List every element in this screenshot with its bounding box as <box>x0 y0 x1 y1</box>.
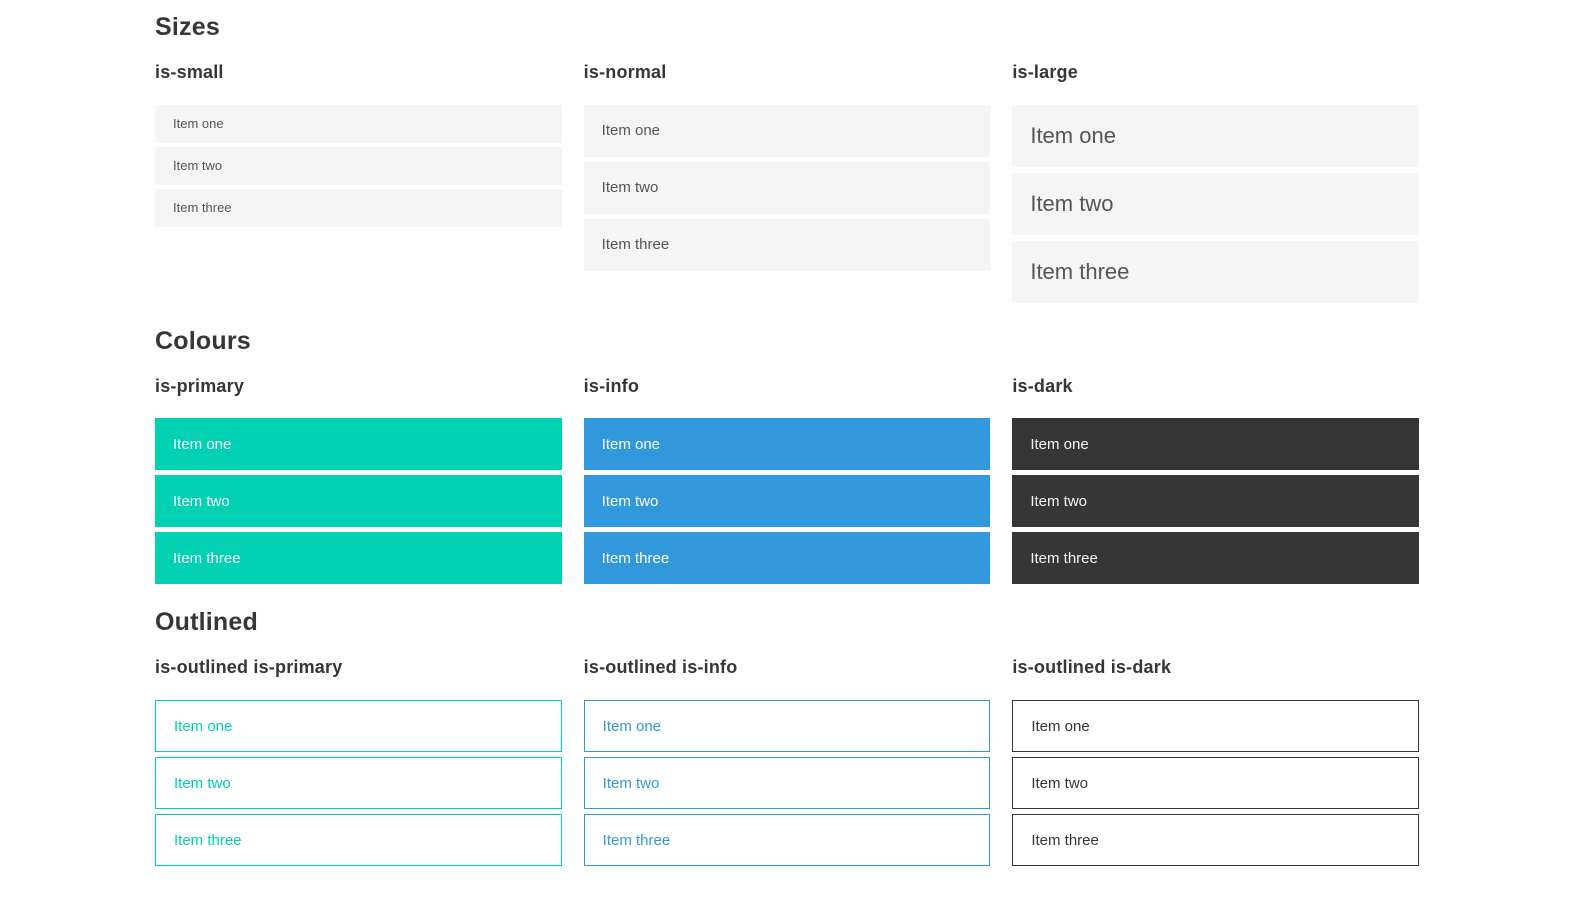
section-sizes: Sizes is-small Item one Item two Item th… <box>155 14 1419 303</box>
list-item: Item three <box>583 218 991 271</box>
list-item: Item two <box>155 146 562 185</box>
list-item: Item one <box>155 104 562 143</box>
item-list-outlined-dark: Item one Item two Item three <box>1012 700 1419 867</box>
list-item: Item two <box>583 161 991 214</box>
column-outlined-info: is-outlined is-info Item one Item two It… <box>583 657 991 867</box>
list-item: Item three <box>1012 240 1419 303</box>
column-heading-is-normal: is-normal <box>583 62 667 82</box>
colours-columns: is-primary Item one Item two Item three … <box>155 376 1419 585</box>
list-item: Item three <box>1012 532 1419 585</box>
item-list-small: Item one Item two Item three <box>155 104 562 227</box>
list-item: Item one <box>155 700 562 753</box>
item-list-normal: Item one Item two Item three <box>583 104 991 271</box>
list-item: Item two <box>1012 172 1419 235</box>
list-item: Item two <box>155 475 562 528</box>
column-heading-outlined-dark: is-outlined is-dark <box>1012 657 1172 678</box>
section-outlined: Outlined is-outlined is-primary Item one… <box>155 608 1419 867</box>
page-content: Sizes is-small Item one Item two Item th… <box>155 14 1419 867</box>
column-heading-is-dark: is-dark <box>1012 375 1073 396</box>
column-heading-is-primary: is-primary <box>155 375 245 396</box>
item-list-primary: Item one Item two Item three <box>155 418 562 585</box>
list-item: Item one <box>583 700 991 753</box>
column-is-large: is-large Item one Item two Item three <box>1012 62 1419 303</box>
column-is-small: is-small Item one Item two Item three <box>155 62 562 227</box>
column-outlined-primary: is-outlined is-primary Item one Item two… <box>155 657 562 867</box>
list-item: Item three <box>155 188 562 227</box>
section-title-colours: Colours <box>155 326 251 355</box>
list-item: Item one <box>1012 700 1419 753</box>
item-list-outlined-info: Item one Item two Item three <box>583 700 991 867</box>
list-item: Item two <box>583 757 991 810</box>
list-item: Item three <box>583 532 991 585</box>
list-item: Item one <box>583 418 991 471</box>
section-title-sizes: Sizes <box>155 13 220 41</box>
column-heading-outlined-info: is-outlined is-info <box>583 657 738 678</box>
item-list-dark: Item one Item two Item three <box>1012 418 1419 585</box>
column-is-info: is-info Item one Item two Item three <box>583 375 991 585</box>
column-heading-is-large: is-large <box>1012 62 1078 82</box>
list-item: Item two <box>583 475 991 528</box>
list-item: Item two <box>1012 757 1419 810</box>
list-item: Item three <box>155 814 562 867</box>
section-colours: Colours is-primary Item one Item two Ite… <box>155 326 1419 585</box>
item-list-info: Item one Item two Item three <box>583 418 991 585</box>
list-item: Item two <box>155 757 562 810</box>
column-heading-outlined-primary: is-outlined is-primary <box>155 657 343 678</box>
list-item: Item one <box>583 104 991 157</box>
list-item: Item two <box>1012 475 1419 528</box>
column-is-normal: is-normal Item one Item two Item three <box>583 62 991 271</box>
column-is-primary: is-primary Item one Item two Item three <box>155 376 562 585</box>
outlined-columns: is-outlined is-primary Item one Item two… <box>155 657 1419 867</box>
item-list-large: Item one Item two Item three <box>1012 104 1419 303</box>
column-heading-is-small: is-small <box>155 62 224 82</box>
column-heading-is-info: is-info <box>583 375 640 396</box>
list-item: Item one <box>1012 104 1419 167</box>
list-item: Item three <box>1012 814 1419 867</box>
sizes-columns: is-small Item one Item two Item three is… <box>155 62 1419 303</box>
column-outlined-dark: is-outlined is-dark Item one Item two It… <box>1012 657 1419 867</box>
list-item: Item three <box>583 814 991 867</box>
item-list-outlined-primary: Item one Item two Item three <box>155 700 562 867</box>
list-item: Item three <box>155 532 562 585</box>
list-item: Item one <box>1012 418 1419 471</box>
section-title-outlined: Outlined <box>155 608 258 637</box>
list-item: Item one <box>155 418 562 471</box>
column-is-dark: is-dark Item one Item two Item three <box>1012 376 1419 585</box>
